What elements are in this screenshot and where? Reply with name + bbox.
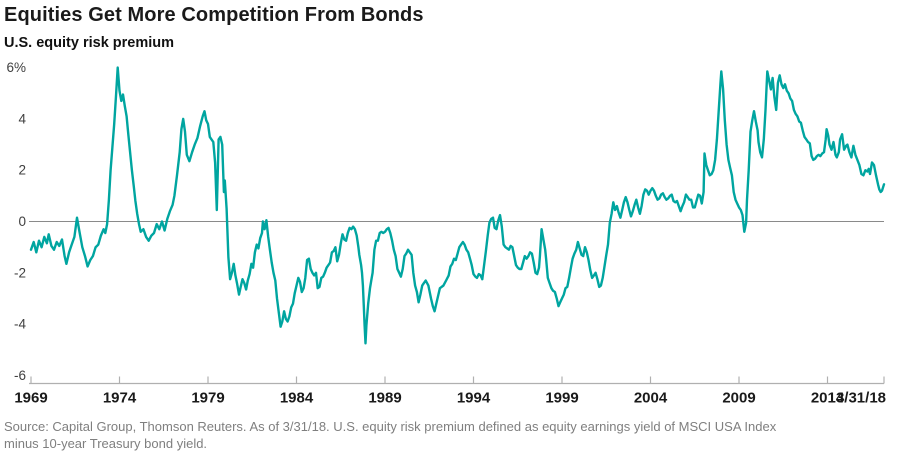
x-axis-label-1994: 1994 xyxy=(457,390,491,407)
x-axis-label-1979: 1979 xyxy=(191,390,224,407)
chart-subtitle: U.S. equity risk premium xyxy=(4,35,175,51)
source-note-line2: minus 10-year Treasury bond yield. xyxy=(4,435,208,451)
y-axis-label--6: -6 xyxy=(14,368,26,383)
y-axis-label--4: -4 xyxy=(14,317,26,332)
x-axis-label-2009: 2009 xyxy=(722,390,755,407)
y-axis-label-0: 0 xyxy=(18,214,26,229)
equity-risk-premium-line-chart: 6% 4 2 0 -2 -4 -6 1969 1974 1979 1984 1989 1994 1999 2… xyxy=(6,60,886,407)
x-axis-label-1999: 1999 xyxy=(545,390,578,407)
x-axis-label-1989: 1989 xyxy=(368,390,401,407)
y-axis-label-6: 6% xyxy=(6,60,26,75)
x-axis-label-3-31-18: 3/31/18 xyxy=(836,390,886,407)
y-axis-label-4: 4 xyxy=(18,111,26,126)
y-axis-label--2: -2 xyxy=(14,265,26,280)
risk-premium-series-line xyxy=(29,66,886,345)
x-axis-label-1984: 1984 xyxy=(280,390,314,407)
x-axis-label-1974: 1974 xyxy=(103,390,137,407)
source-note: Source: Capital Group, Thomson Reuters. … xyxy=(4,419,912,452)
source-note-line1: Source: Capital Group, Thomson Reuters. … xyxy=(4,419,777,434)
y-axis-label-2: 2 xyxy=(18,163,26,178)
chart-title: Equities Get More Competition From Bonds xyxy=(4,4,424,26)
x-axis-label-2004: 2004 xyxy=(634,390,668,407)
x-axis-label-1969: 1969 xyxy=(14,390,47,407)
x-axis-label-2014: 2014 xyxy=(811,390,845,407)
